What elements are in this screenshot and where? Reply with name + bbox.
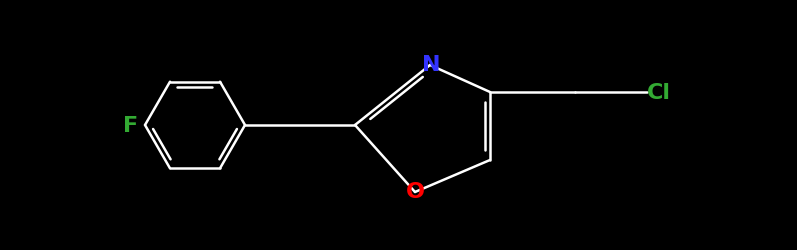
Text: Cl: Cl (647, 83, 671, 102)
Text: O: O (406, 181, 425, 201)
Text: N: N (422, 55, 440, 75)
Text: F: F (124, 116, 139, 136)
